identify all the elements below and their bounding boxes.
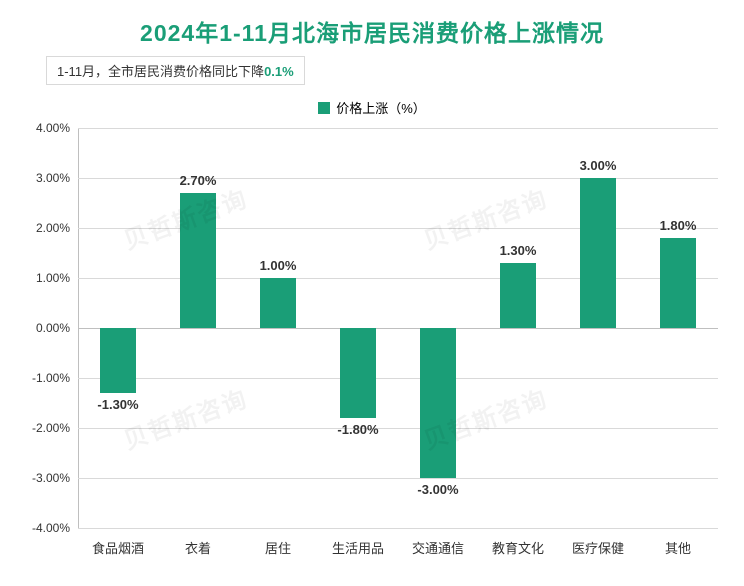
gridline [78,178,718,179]
y-tick-label: -1.00% [32,371,70,385]
gridline [78,478,718,479]
bar [180,193,216,328]
gridline [78,428,718,429]
y-tick-label: -3.00% [32,471,70,485]
subtitle-highlight: 0.1% [264,64,294,79]
x-tick-label: 其他 [665,538,691,557]
x-tick-label: 教育文化 [492,538,544,557]
x-tick-label: 衣着 [185,538,211,557]
bar [420,328,456,478]
bar-value-label: 1.30% [500,243,537,258]
y-tick-label: 4.00% [36,121,70,135]
bar-value-label: 1.80% [660,218,697,233]
y-tick-label: 0.00% [36,321,70,335]
y-tick-label: -2.00% [32,421,70,435]
x-tick-label: 居住 [265,538,291,557]
gridline [78,128,718,129]
y-tick-label: 2.00% [36,221,70,235]
legend-label: 价格上涨（%） [336,101,426,116]
x-tick-label: 食品烟酒 [92,538,144,557]
gridline [78,278,718,279]
chart-legend: 价格上涨（%） [0,98,744,117]
subtitle-prefix: 1-11月，全市居民消费价格同比下降 [57,64,264,79]
bar-value-label: -1.80% [337,422,378,437]
bar-value-label: -1.30% [97,397,138,412]
x-tick-label: 交通通信 [412,538,464,557]
plot-area: -4.00%-3.00%-2.00%-1.00%0.00%1.00%2.00%3… [78,128,718,528]
bar [500,263,536,328]
x-tick-label: 生活用品 [332,538,384,557]
bar-value-label: -3.00% [417,482,458,497]
y-tick-label: 3.00% [36,171,70,185]
gridline [78,328,718,329]
bar-value-label: 2.70% [180,173,217,188]
bar [260,278,296,328]
y-tick-label: -4.00% [32,521,70,535]
bar-value-label: 1.00% [260,258,297,273]
y-tick-label: 1.00% [36,271,70,285]
bar [340,328,376,418]
legend-swatch [318,102,330,114]
gridline [78,528,718,529]
subtitle-box: 1-11月，全市居民消费价格同比下降0.1% [46,56,305,85]
bar-value-label: 3.00% [580,158,617,173]
chart-title: 2024年1-11月北海市居民消费价格上涨情况 [0,0,744,48]
gridline [78,228,718,229]
bar [660,238,696,328]
gridline [78,378,718,379]
bar [580,178,616,328]
x-tick-label: 医疗保健 [572,538,624,557]
bar [100,328,136,393]
